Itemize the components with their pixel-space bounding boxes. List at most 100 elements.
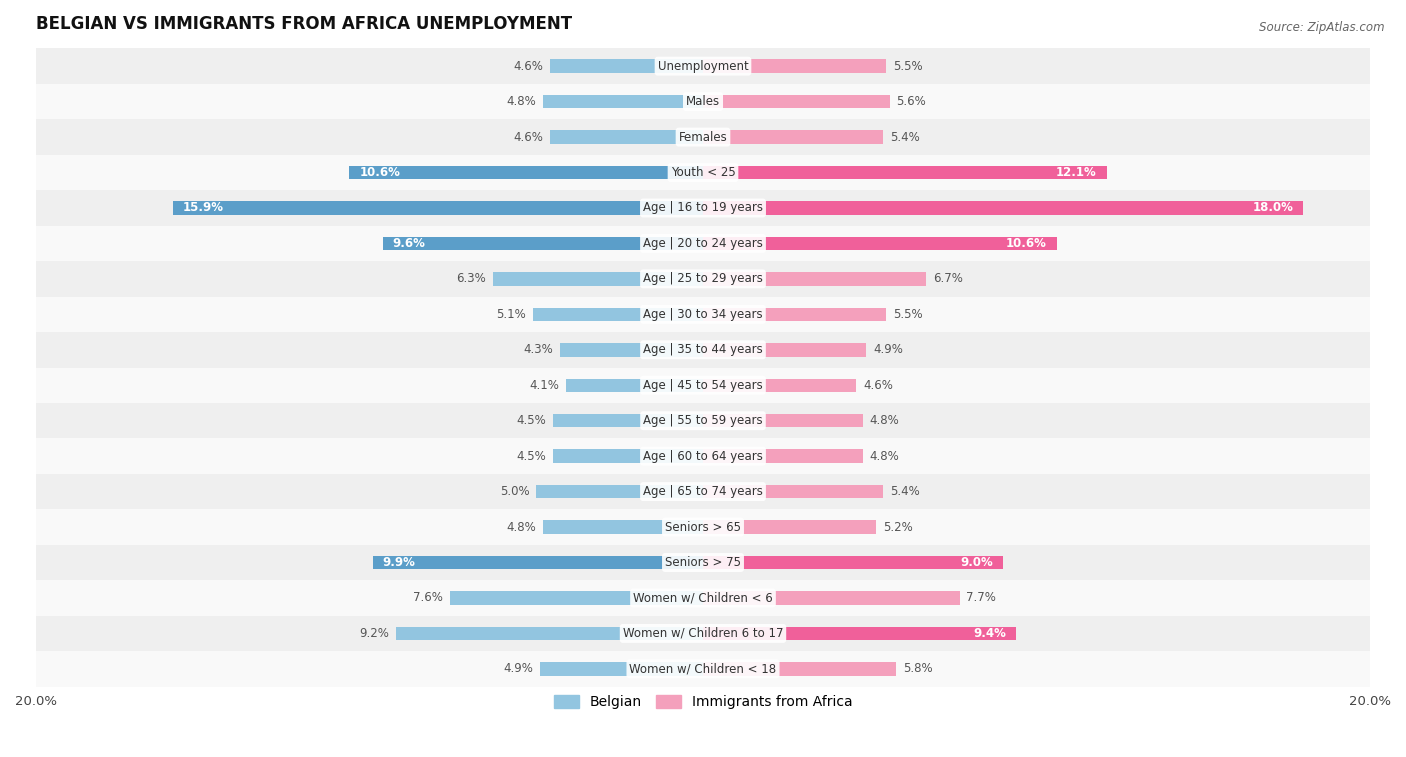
Text: Women w/ Children < 6: Women w/ Children < 6 (633, 591, 773, 605)
Text: Females: Females (679, 130, 727, 144)
Text: 9.9%: 9.9% (382, 556, 416, 569)
Bar (703, 450, 863, 463)
Bar (396, 627, 703, 640)
Text: 9.4%: 9.4% (973, 627, 1007, 640)
Text: 15.9%: 15.9% (183, 201, 224, 214)
Text: 4.5%: 4.5% (516, 450, 547, 463)
Bar (37, 154, 1369, 190)
Bar (703, 201, 1303, 215)
Text: 9.2%: 9.2% (360, 627, 389, 640)
Bar (550, 130, 703, 144)
Text: 5.8%: 5.8% (903, 662, 932, 675)
Text: 4.3%: 4.3% (523, 343, 553, 357)
Bar (37, 545, 1369, 581)
Text: 4.8%: 4.8% (506, 521, 536, 534)
Text: Age | 16 to 19 years: Age | 16 to 19 years (643, 201, 763, 214)
Bar (37, 368, 1369, 403)
Text: Age | 45 to 54 years: Age | 45 to 54 years (643, 378, 763, 392)
Bar (37, 438, 1369, 474)
Bar (703, 343, 866, 357)
Text: Males: Males (686, 95, 720, 108)
Text: 6.7%: 6.7% (934, 273, 963, 285)
Bar (703, 273, 927, 285)
Bar (37, 509, 1369, 545)
Bar (37, 651, 1369, 687)
Text: 4.6%: 4.6% (513, 130, 543, 144)
Bar (37, 474, 1369, 509)
Text: 4.9%: 4.9% (503, 662, 533, 675)
Text: 6.3%: 6.3% (457, 273, 486, 285)
Text: 9.0%: 9.0% (960, 556, 993, 569)
Text: 9.6%: 9.6% (392, 237, 426, 250)
Bar (703, 166, 1107, 179)
Bar (450, 591, 703, 605)
Bar (703, 627, 1017, 640)
Bar (533, 307, 703, 321)
Text: 4.8%: 4.8% (870, 414, 900, 427)
Text: Age | 25 to 29 years: Age | 25 to 29 years (643, 273, 763, 285)
Bar (703, 130, 883, 144)
Text: Seniors > 75: Seniors > 75 (665, 556, 741, 569)
Bar (553, 414, 703, 428)
Text: BELGIAN VS IMMIGRANTS FROM AFRICA UNEMPLOYMENT: BELGIAN VS IMMIGRANTS FROM AFRICA UNEMPL… (37, 15, 572, 33)
Text: 5.0%: 5.0% (501, 485, 530, 498)
Text: Women w/ Children < 18: Women w/ Children < 18 (630, 662, 776, 675)
Text: 18.0%: 18.0% (1253, 201, 1294, 214)
Text: 4.9%: 4.9% (873, 343, 903, 357)
Text: 4.1%: 4.1% (530, 378, 560, 392)
Bar (173, 201, 703, 215)
Bar (37, 332, 1369, 368)
Bar (560, 343, 703, 357)
Text: 7.7%: 7.7% (966, 591, 997, 605)
Bar (37, 297, 1369, 332)
Bar (703, 520, 876, 534)
Bar (37, 581, 1369, 615)
Text: 5.5%: 5.5% (893, 308, 922, 321)
Bar (350, 166, 703, 179)
Bar (382, 237, 703, 250)
Text: Source: ZipAtlas.com: Source: ZipAtlas.com (1260, 21, 1385, 34)
Bar (543, 95, 703, 108)
Text: Unemployment: Unemployment (658, 60, 748, 73)
Bar (540, 662, 703, 675)
Text: Youth < 25: Youth < 25 (671, 166, 735, 179)
Bar (37, 84, 1369, 120)
Text: 4.5%: 4.5% (516, 414, 547, 427)
Text: 5.6%: 5.6% (897, 95, 927, 108)
Text: Age | 55 to 59 years: Age | 55 to 59 years (643, 414, 763, 427)
Bar (703, 414, 863, 428)
Text: 4.8%: 4.8% (870, 450, 900, 463)
Legend: Belgian, Immigrants from Africa: Belgian, Immigrants from Africa (548, 690, 858, 715)
Bar (703, 556, 1002, 569)
Text: 10.6%: 10.6% (1005, 237, 1046, 250)
Bar (37, 48, 1369, 84)
Text: 4.6%: 4.6% (863, 378, 893, 392)
Bar (37, 403, 1369, 438)
Text: Age | 30 to 34 years: Age | 30 to 34 years (643, 308, 763, 321)
Bar (703, 237, 1056, 250)
Bar (567, 378, 703, 392)
Bar (494, 273, 703, 285)
Bar (703, 95, 890, 108)
Text: 5.1%: 5.1% (496, 308, 526, 321)
Bar (703, 307, 886, 321)
Text: 5.5%: 5.5% (893, 60, 922, 73)
Bar (543, 520, 703, 534)
Bar (37, 261, 1369, 297)
Bar (703, 485, 883, 498)
Text: 7.6%: 7.6% (413, 591, 443, 605)
Bar (703, 662, 897, 675)
Text: 4.6%: 4.6% (513, 60, 543, 73)
Text: 10.6%: 10.6% (360, 166, 401, 179)
Text: Age | 65 to 74 years: Age | 65 to 74 years (643, 485, 763, 498)
Text: Age | 35 to 44 years: Age | 35 to 44 years (643, 343, 763, 357)
Text: Women w/ Children 6 to 17: Women w/ Children 6 to 17 (623, 627, 783, 640)
Text: Age | 60 to 64 years: Age | 60 to 64 years (643, 450, 763, 463)
Bar (373, 556, 703, 569)
Bar (536, 485, 703, 498)
Bar (550, 60, 703, 73)
Bar (37, 190, 1369, 226)
Text: 4.8%: 4.8% (506, 95, 536, 108)
Bar (703, 60, 886, 73)
Text: Age | 20 to 24 years: Age | 20 to 24 years (643, 237, 763, 250)
